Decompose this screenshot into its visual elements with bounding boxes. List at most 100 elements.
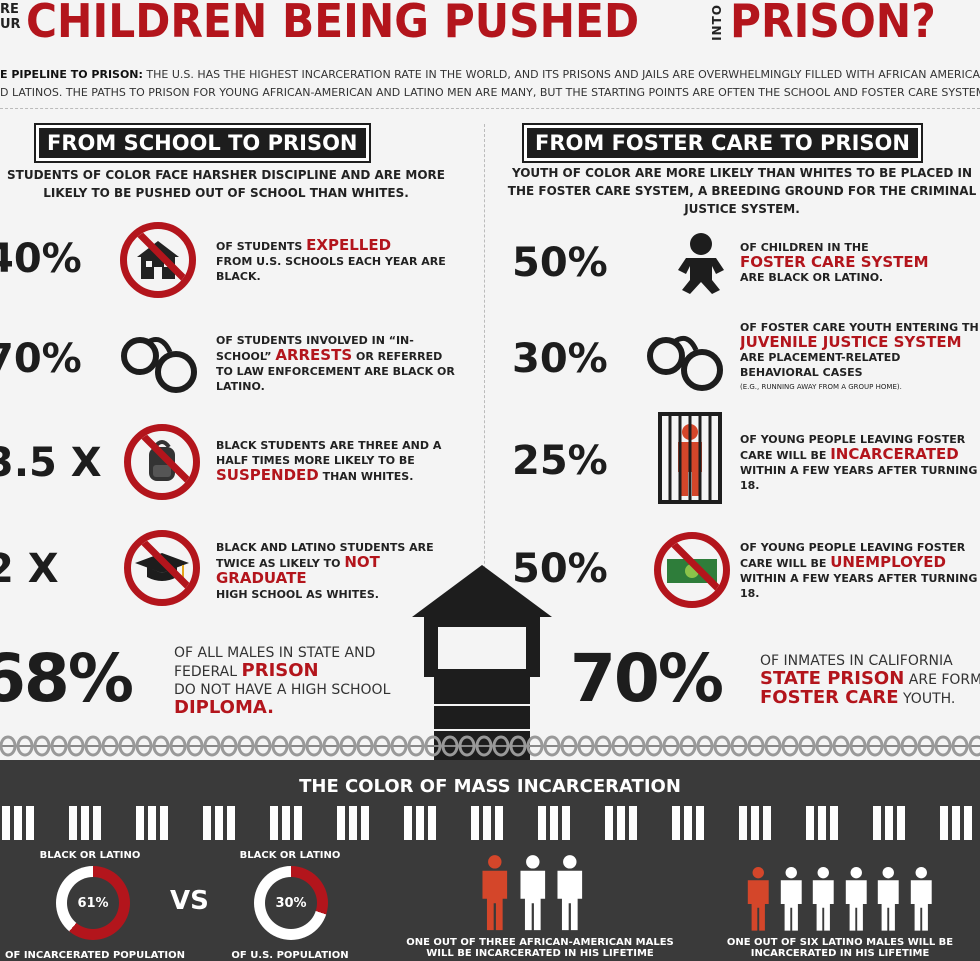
baby-icon bbox=[678, 233, 724, 294]
intro-text: E PIPELINE TO PRISON: THE U.S. HAS THE H… bbox=[0, 66, 980, 102]
stat-value: 50% bbox=[512, 546, 608, 592]
vs-label: VS bbox=[170, 886, 209, 916]
wire-coil bbox=[135, 735, 153, 757]
prison-bar bbox=[696, 806, 704, 840]
donut2-bottom-label: OF U.S. POPULATION bbox=[231, 950, 349, 961]
wire-coil bbox=[730, 735, 748, 757]
wire-coil bbox=[271, 735, 289, 757]
stat-emphasis: EXPELLED bbox=[306, 236, 392, 254]
stat-emphasis: JUVENILE JUSTICE SYSTEM bbox=[740, 333, 962, 351]
people1-caption-line2: WILL BE INCARCERATED IN HIS LIFETIME bbox=[426, 948, 654, 959]
wire-coil bbox=[322, 735, 340, 757]
prison-bar bbox=[471, 806, 479, 840]
backpack-icon bbox=[124, 424, 200, 500]
prison-bar bbox=[739, 806, 747, 840]
stat-emphasis: INCARCERATED bbox=[830, 445, 959, 463]
wire-coil bbox=[900, 735, 918, 757]
wire-coil bbox=[764, 735, 782, 757]
handcuffs-icon bbox=[121, 337, 197, 393]
prison-bar bbox=[940, 806, 948, 840]
header-small-line1: RE bbox=[0, 2, 19, 17]
stat-desc: BLACK STUDENTS ARE THREE AND A HALF TIME… bbox=[216, 438, 460, 484]
prison-bar bbox=[81, 806, 89, 840]
people-group-latino bbox=[744, 866, 980, 936]
huge-stat-desc-right: OF INMATES IN CALIFORNIA STATE PRISON AR… bbox=[760, 652, 980, 708]
person-icon bbox=[780, 866, 802, 931]
guard-tower-icon bbox=[412, 565, 552, 760]
stat-value: 50% bbox=[512, 240, 608, 286]
wire-coil bbox=[475, 735, 493, 757]
bottom-title: THE COLOR OF MASS INCARCERATION bbox=[299, 776, 681, 797]
header-small-text: RE UR bbox=[0, 2, 21, 32]
prison-bar bbox=[617, 806, 625, 840]
prison-bar bbox=[483, 806, 491, 840]
wire-coil bbox=[696, 735, 714, 757]
wire-coil bbox=[50, 735, 68, 757]
section-title-school: FROM SCHOOL TO PRISON bbox=[34, 123, 371, 163]
intro-lead: E PIPELINE TO PRISON: bbox=[0, 68, 143, 81]
column-divider bbox=[484, 124, 485, 614]
graduation-cap-icon bbox=[124, 530, 200, 606]
handcuffs-icon bbox=[647, 335, 723, 391]
stat-desc: OF YOUNG PEOPLE LEAVING FOSTER CARE WILL… bbox=[740, 432, 980, 493]
wire-coil bbox=[798, 735, 816, 757]
wire-coil bbox=[917, 735, 935, 757]
divider bbox=[0, 108, 980, 109]
stat-emphasis: SUSPENDED bbox=[216, 466, 319, 484]
person-icon bbox=[520, 855, 545, 931]
stat-desc-post: HIGH SCHOOL AS WHITES. bbox=[216, 588, 379, 601]
wire-coil bbox=[577, 735, 595, 757]
stat-note: (e.g., RUNNING AWAY FROM A GROUP HOME). bbox=[740, 383, 902, 391]
wire-coil bbox=[458, 735, 476, 757]
wire-coil bbox=[339, 735, 357, 757]
wire-coil bbox=[407, 735, 425, 757]
stat-desc-post: ARE PLACEMENT-RELATED BEHAVIORAL CASES bbox=[740, 351, 901, 379]
prison-bar bbox=[14, 806, 22, 840]
stat-desc-pre: OF FOSTER CARE YOUTH ENTERING TH bbox=[740, 321, 979, 334]
huge-desc-emphasis2: FOSTER CARE bbox=[760, 687, 899, 708]
prison-bar bbox=[684, 806, 692, 840]
wire-coil bbox=[492, 735, 510, 757]
prison-bar bbox=[751, 806, 759, 840]
prison-bar bbox=[282, 806, 290, 840]
stat-desc-pre: BLACK STUDENTS ARE THREE AND A HALF TIME… bbox=[216, 439, 442, 467]
stat-desc: OF YOUNG PEOPLE LEAVING FOSTER CARE WILL… bbox=[740, 540, 980, 601]
stat-desc-pre: OF YOUNG PEOPLE LEAVING FOSTER CARE WILL… bbox=[740, 433, 966, 462]
prison-bar bbox=[227, 806, 235, 840]
wire-coil bbox=[781, 735, 799, 757]
wire-coil bbox=[611, 735, 629, 757]
section-subtitle-foster: YOUTH OF COLOR ARE MORE LIKELY THAN WHIT… bbox=[507, 166, 977, 216]
stat-value: 30% bbox=[512, 336, 608, 382]
wire-coil bbox=[832, 735, 850, 757]
stat-desc-post: OR REFERRED TO LAW ENFORCEMENT ARE BLACK… bbox=[216, 350, 455, 393]
person-icon bbox=[877, 866, 899, 931]
wire-coil bbox=[186, 735, 204, 757]
huge-desc-line2: FEDERAL bbox=[174, 664, 242, 680]
header-small-line2: UR bbox=[0, 17, 21, 32]
stat-desc-pre: BLACK AND LATINO STUDENTS ARE TWICE AS L… bbox=[216, 541, 434, 570]
barbed-wire bbox=[0, 735, 980, 757]
people2-caption-line2: INCARCERATED IN HIS LIFETIME bbox=[750, 948, 930, 959]
title-into: INTO bbox=[710, 4, 724, 41]
huge-desc-emphasis: PRISON bbox=[241, 660, 319, 681]
huge-desc-line1: OF ALL MALES IN STATE AND bbox=[174, 645, 376, 661]
wire-coil bbox=[662, 735, 680, 757]
wire-coil bbox=[866, 735, 884, 757]
prison-bar bbox=[294, 806, 302, 840]
person-icon bbox=[747, 866, 769, 931]
huge-desc-emphasis: STATE PRISON bbox=[760, 668, 905, 689]
prison-bar bbox=[818, 806, 826, 840]
prison-bar bbox=[404, 806, 412, 840]
prison-bar bbox=[215, 806, 223, 840]
person-icon bbox=[557, 855, 583, 931]
donut-chart-population: 30% bbox=[254, 866, 328, 940]
prison-bar bbox=[550, 806, 558, 840]
prison-bar bbox=[270, 806, 278, 840]
person-icon bbox=[812, 866, 834, 931]
intro-line2: D LATINOS. THE PATHS TO PRISON FOR YOUNG… bbox=[0, 86, 980, 99]
wire-coil bbox=[645, 735, 663, 757]
prison-bar bbox=[952, 806, 960, 840]
prison-bar bbox=[349, 806, 357, 840]
prison-bar bbox=[69, 806, 77, 840]
stat-value: 40% bbox=[0, 236, 82, 282]
